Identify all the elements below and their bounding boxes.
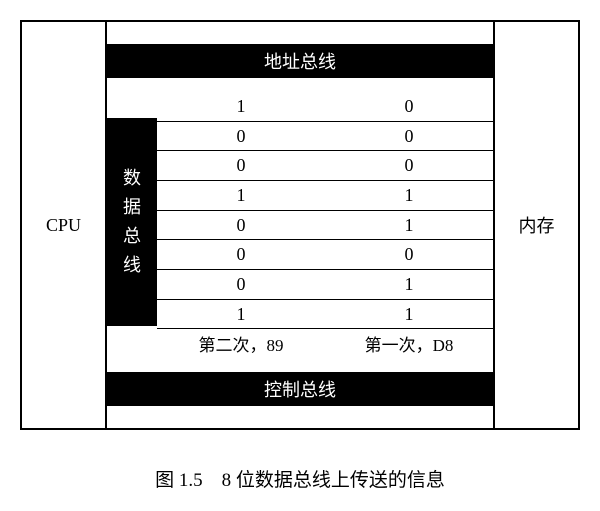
bit-second: 0 (157, 155, 325, 176)
bit-first: 0 (325, 155, 493, 176)
data-bus-char: 数 (123, 164, 141, 193)
bit-first: 0 (325, 96, 493, 117)
memory-block: 内存 (493, 22, 578, 428)
bit-row: 0 1 (157, 270, 493, 300)
bit-row: 0 1 (157, 211, 493, 241)
address-bus-label: 地址总线 (264, 48, 336, 74)
bit-second: 0 (157, 244, 325, 265)
control-bus-label: 控制总线 (264, 376, 336, 402)
bit-first: 0 (325, 244, 493, 265)
data-bus-label-vertical: 数 据 总 线 (107, 118, 157, 326)
bit-second: 1 (157, 304, 325, 325)
bit-row: 1 1 (157, 300, 493, 330)
second-transfer-label: 第二次，89 (157, 331, 325, 356)
cpu-label: CPU (46, 215, 81, 236)
bit-first: 1 (325, 215, 493, 236)
bit-first: 1 (325, 185, 493, 206)
address-bus: 地址总线 (107, 44, 493, 78)
bit-second: 1 (157, 185, 325, 206)
bit-footer-row: 第二次，89 第一次，D8 (157, 329, 493, 358)
bit-first: 1 (325, 304, 493, 325)
bit-row: 1 1 (157, 181, 493, 211)
memory-label: 内存 (519, 212, 555, 238)
bit-second: 1 (157, 96, 325, 117)
cpu-block: CPU (22, 22, 107, 428)
data-bus-char: 线 (123, 251, 141, 280)
bit-second: 0 (157, 274, 325, 295)
first-transfer-label: 第一次，D8 (325, 331, 493, 356)
bit-row: 0 0 (157, 122, 493, 152)
bit-row: 0 0 (157, 151, 493, 181)
figure-caption: 图 1.5 8 位数据总线上传送的信息 (0, 465, 600, 492)
data-bus-zone: 数 据 总 线 1 0 0 0 0 0 1 1 0 1 (107, 92, 493, 358)
bit-row: 1 0 (157, 92, 493, 122)
data-bus-char: 总 (123, 222, 141, 251)
bit-first: 0 (325, 126, 493, 147)
data-bus-char: 据 (123, 193, 141, 222)
bit-second: 0 (157, 215, 325, 236)
bus-diagram: CPU 内存 地址总线 控制总线 数 据 总 线 1 0 0 0 0 0 (20, 20, 580, 430)
bit-table: 1 0 0 0 0 0 1 1 0 1 0 0 (157, 92, 493, 358)
bit-first: 1 (325, 274, 493, 295)
bit-second: 0 (157, 126, 325, 147)
bit-row: 0 0 (157, 240, 493, 270)
control-bus: 控制总线 (107, 372, 493, 406)
